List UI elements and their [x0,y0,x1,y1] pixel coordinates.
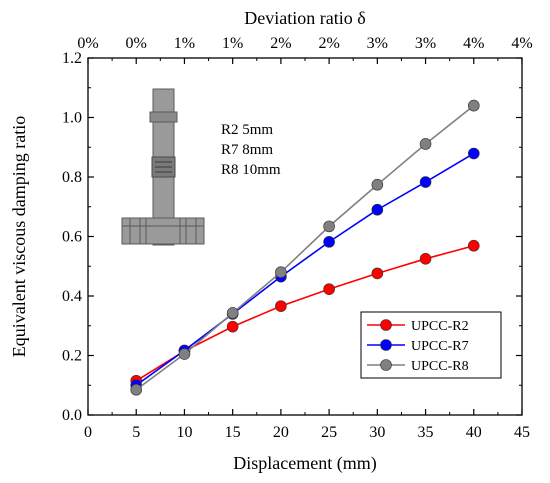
data-point [178,348,191,360]
x-tick-label: 40 [466,424,482,441]
x2-tick-label: 4% [511,35,532,52]
data-point [467,99,480,112]
series-upcc-r7 [130,147,480,392]
data-point [371,203,384,216]
y-axis-title: Equivalent viscous damping ratio [9,116,29,357]
data-point [226,320,239,333]
y-tick-label: 0.2 [62,348,82,365]
x-tick-label: 35 [418,424,434,441]
x-axis-title: Displacement (mm) [233,453,376,474]
data-point [275,266,287,279]
specimen-illustration [121,88,205,246]
data-point [226,307,239,319]
legend-label: UPCC-R7 [411,339,469,354]
data-point [323,283,335,295]
data-point [419,253,432,265]
data-point [467,147,480,160]
annotation-text: R7 8mm [221,142,273,158]
y-tick-label: 1.2 [62,50,82,67]
x2-tick-label: 2% [270,35,291,52]
x2-tick-label: 0% [126,35,147,52]
series-upcc-r8 [130,99,480,396]
x-tick-label: 10 [176,424,192,441]
x2-tick-label: 2% [318,35,339,52]
data-point [323,220,335,233]
data-point [130,383,143,396]
x2-tick-label: 4% [463,35,484,52]
y-tick-label: 0.6 [62,229,82,246]
y-tick-label: 0.8 [62,169,82,186]
data-point [275,300,287,312]
series-line [135,104,475,391]
legend-marker [380,359,392,371]
x-tick-label: 30 [369,424,385,441]
x2-tick-label: 3% [415,35,436,52]
legend-label: UPCC-R8 [411,359,469,374]
legend-marker [380,319,392,331]
annotation-text: R2 5mm [221,122,273,138]
y-tick-label: 0.0 [62,407,82,424]
y-tick-label: 1.0 [62,110,82,127]
data-point [419,176,432,188]
y-tick-label: 0.4 [62,288,82,305]
x2-tick-label: 1% [174,35,195,52]
x2-axis-title: Deviation ratio δ [244,8,365,28]
x-tick-label: 20 [273,424,289,441]
legend-marker [380,339,392,351]
x-tick-label: 15 [225,424,241,441]
x-tick-label: 5 [132,424,140,441]
data-point [323,236,335,248]
data-point [419,138,432,150]
x2-tick-label: 0% [77,35,98,52]
series-line [135,152,475,386]
data-point [371,178,384,191]
x-tick-label: 0 [84,424,92,441]
x2-tick-label: 3% [367,35,388,52]
annotation-text: R8 10mm [221,162,281,178]
x2-tick-label: 1% [222,35,243,52]
data-point [467,239,480,252]
legend-label: UPCC-R2 [411,319,469,334]
x-tick-label: 45 [514,424,530,441]
data-point [371,267,384,280]
x-tick-label: 25 [321,424,337,441]
